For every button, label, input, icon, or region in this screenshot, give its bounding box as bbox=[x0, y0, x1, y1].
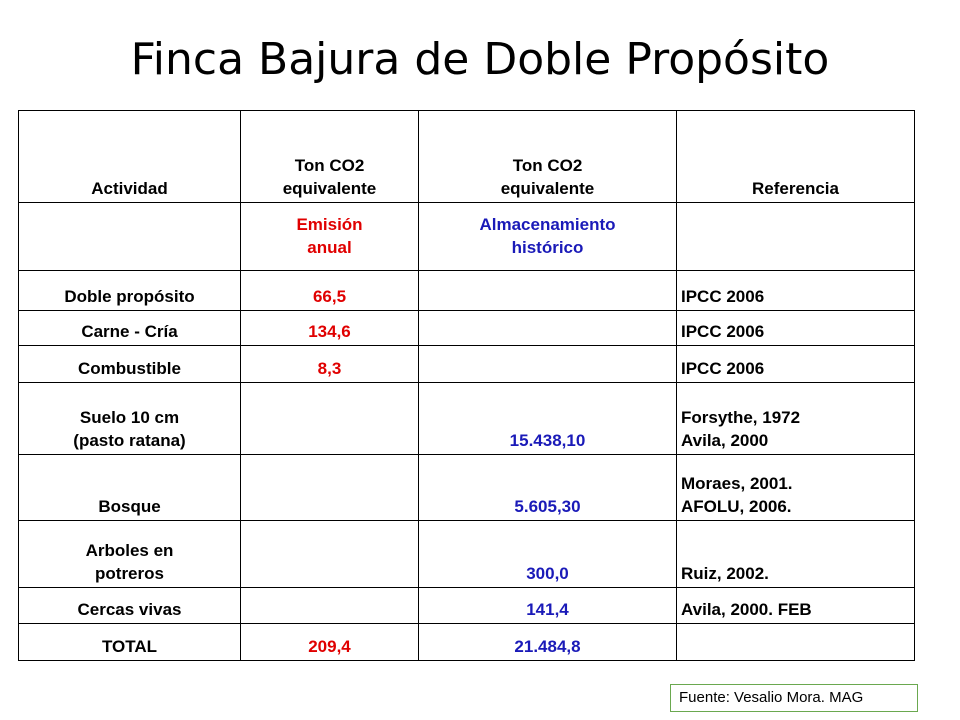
cell-actividad: Suelo 10 cm (pasto ratana) bbox=[18, 382, 241, 455]
referencia-line: IPCC 2006 bbox=[681, 287, 765, 306]
cell-emision: 134,6 bbox=[240, 310, 419, 346]
header-actividad: Actividad bbox=[18, 110, 241, 203]
subheader-emision: Emisión anual bbox=[240, 202, 419, 271]
subheader-almacen-line-1: Almacenamiento bbox=[479, 214, 616, 234]
cell-actividad: Carne - Cría bbox=[18, 310, 241, 346]
cell-emision: 8,3 bbox=[240, 345, 419, 383]
cell-referencia: IPCC 2006 bbox=[676, 345, 915, 383]
actividad-line: Arboles en bbox=[85, 541, 174, 560]
cell-almacen bbox=[418, 345, 677, 383]
table-row: Bosque 5.605,30 Moraes, 2001. AFOLU, 2006. bbox=[18, 454, 915, 521]
actividad-line: Cercas vivas bbox=[77, 600, 182, 619]
actividad-line: potreros bbox=[95, 564, 164, 583]
header-almacen-line-1: Ton CO2 bbox=[512, 156, 583, 175]
cell-actividad: Combustible bbox=[18, 345, 241, 383]
header-referencia: Referencia bbox=[676, 110, 915, 203]
cell-almacen: 15.438,10 bbox=[418, 382, 677, 455]
cell-emision bbox=[240, 382, 419, 455]
actividad-line: TOTAL bbox=[101, 637, 158, 656]
referencia-line: Avila, 2000 bbox=[681, 431, 769, 450]
cell-almacen bbox=[418, 310, 677, 346]
header-emision-line-2: equivalente bbox=[282, 179, 377, 198]
header-emision: Ton CO2 equivalente bbox=[240, 110, 419, 203]
actividad-line: (pasto ratana) bbox=[73, 431, 186, 450]
table-row: TOTAL 209,4 21.484,8 bbox=[18, 623, 915, 661]
cell-emision: 209,4 bbox=[240, 623, 419, 661]
cell-actividad: Bosque bbox=[18, 454, 241, 521]
cell-referencia: IPCC 2006 bbox=[676, 270, 915, 311]
table-row: Suelo 10 cm (pasto ratana) 15.438,10 Forsyt… bbox=[18, 382, 915, 455]
cell-referencia: Moraes, 2001. AFOLU, 2006. bbox=[676, 454, 915, 521]
actividad-line: Bosque bbox=[98, 497, 161, 516]
page-title: Finca Bajura de Doble Propósito bbox=[130, 34, 830, 85]
cell-emision bbox=[240, 520, 419, 588]
cell-almacen: 141,4 bbox=[418, 587, 677, 624]
subheader-almacen: Almacenamiento histórico bbox=[418, 202, 677, 271]
table-row: Arboles en potreros 300,0 Ruiz, 2002. bbox=[18, 520, 915, 588]
subheader-empty-cell bbox=[676, 202, 915, 271]
subheader-almacen-line-2: histórico bbox=[511, 237, 584, 257]
cell-actividad: Arboles en potreros bbox=[18, 520, 241, 588]
table-row: Combustible 8,3 IPCC 2006 bbox=[18, 345, 915, 383]
actividad-line: Combustible bbox=[78, 359, 181, 378]
cell-emision bbox=[240, 454, 419, 521]
cell-almacen: 300,0 bbox=[418, 520, 677, 588]
header-almacen-line-2: equivalente bbox=[500, 179, 595, 198]
actividad-line: Doble propósito bbox=[64, 287, 195, 306]
table-row: Carne - Cría 134,6 IPCC 2006 bbox=[18, 310, 915, 346]
actividad-line: Carne - Cría bbox=[81, 322, 178, 341]
cell-referencia: Ruiz, 2002. bbox=[676, 520, 915, 588]
referencia-line: Avila, 2000. FEB bbox=[681, 600, 812, 619]
actividad-line: Suelo 10 cm bbox=[79, 408, 180, 427]
subheader-emision-line-2: anual bbox=[307, 237, 352, 257]
referencia-line: IPCC 2006 bbox=[681, 322, 765, 341]
cell-referencia: IPCC 2006 bbox=[676, 310, 915, 346]
table-subheader-row: Emisión anual Almacenamiento histórico bbox=[18, 202, 915, 271]
cell-almacen bbox=[418, 270, 677, 311]
subheader-emision-line-1: Emisión bbox=[296, 214, 363, 234]
cell-actividad: Doble propósito bbox=[18, 270, 241, 311]
table-row: Doble propósito 66,5 IPCC 2006 bbox=[18, 270, 915, 311]
table-header-row: Actividad Ton CO2 equivalente Ton CO2 eq… bbox=[18, 110, 915, 203]
cell-actividad: Cercas vivas bbox=[18, 587, 241, 624]
referencia-line: IPCC 2006 bbox=[681, 359, 765, 378]
cell-referencia: Forsythe, 1972 Avila, 2000 bbox=[676, 382, 915, 455]
referencia-line: AFOLU, 2006. bbox=[681, 497, 792, 516]
referencia-line: Moraes, 2001. bbox=[681, 474, 793, 493]
source-note: Fuente: Vesalio Mora. MAG bbox=[670, 684, 918, 712]
referencia-line: Forsythe, 1972 bbox=[681, 408, 801, 427]
co2-table: Actividad Ton CO2 equivalente Ton CO2 eq… bbox=[18, 110, 915, 661]
cell-almacen: 5.605,30 bbox=[418, 454, 677, 521]
table-row: Cercas vivas 141,4 Avila, 2000. FEB bbox=[18, 587, 915, 624]
cell-emision bbox=[240, 587, 419, 624]
header-emision-line-1: Ton CO2 bbox=[294, 156, 365, 175]
header-almacen: Ton CO2 equivalente bbox=[418, 110, 677, 203]
cell-emision: 66,5 bbox=[240, 270, 419, 311]
subheader-empty-cell bbox=[18, 202, 241, 271]
cell-referencia: Avila, 2000. FEB bbox=[676, 587, 915, 624]
cell-almacen: 21.484,8 bbox=[418, 623, 677, 661]
referencia-line: Ruiz, 2002. bbox=[681, 564, 769, 583]
cell-actividad: TOTAL bbox=[18, 623, 241, 661]
cell-referencia bbox=[676, 623, 915, 661]
